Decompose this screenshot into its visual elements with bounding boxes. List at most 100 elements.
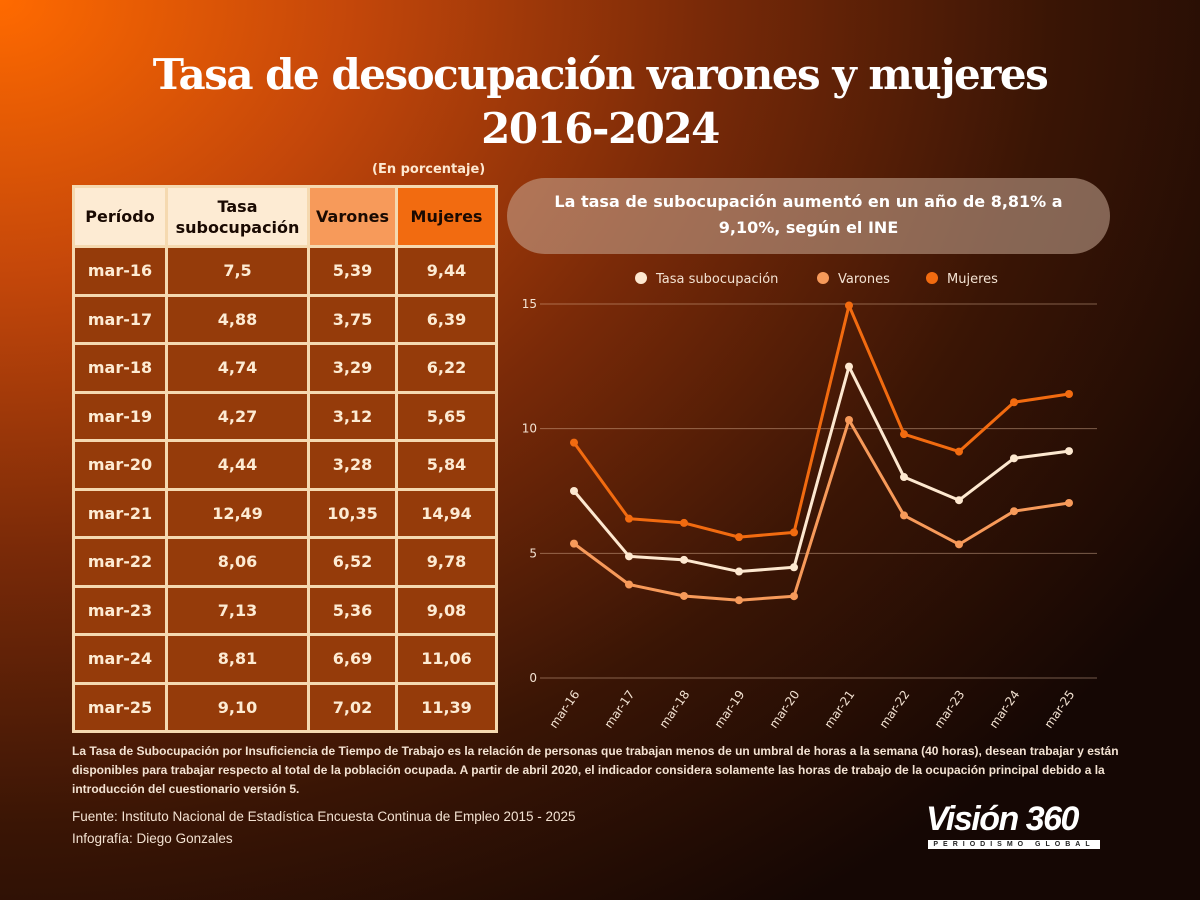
- series-line: [572, 303, 1070, 539]
- data-point: [735, 567, 743, 576]
- legend-label: Mujeres: [947, 272, 998, 287]
- data-point: [845, 415, 853, 424]
- data-point: [790, 563, 798, 572]
- x-tick-label: mar-18: [656, 688, 692, 731]
- table-cell: mar-23: [72, 584, 168, 636]
- vision360-logo: Visión 360: [926, 800, 1079, 838]
- credit-text: Infografía: Diego Gonzales: [72, 831, 233, 846]
- table-cell: mar-16: [72, 245, 168, 297]
- x-tick-label: mar-16: [546, 688, 582, 731]
- legend-marker: [635, 272, 647, 284]
- table-cell: 3,29: [307, 342, 398, 394]
- table-cell: 4,88: [165, 293, 310, 345]
- data-point: [625, 580, 633, 589]
- table-cell: 4,27: [165, 390, 310, 442]
- data-point: [790, 528, 798, 537]
- data-point: [900, 473, 908, 482]
- table-cell: mar-21: [72, 487, 168, 539]
- source-text: Fuente: Instituto Nacional de Estadístic…: [72, 809, 576, 824]
- table-cell: mar-19: [72, 390, 168, 442]
- data-point: [680, 555, 688, 564]
- table-row: mar-22 8,06 6,52 9,78: [72, 536, 498, 588]
- data-point: [625, 552, 633, 561]
- x-tick-label: mar-25: [1041, 688, 1077, 731]
- table-cell: 5,36: [307, 584, 398, 636]
- table-row: mar-20 4,44 3,28 5,84: [72, 439, 498, 491]
- table-cell: 14,94: [395, 487, 498, 539]
- logo-subtitle: PERIODISMO GLOBAL: [928, 840, 1100, 849]
- data-point: [955, 540, 963, 549]
- data-point: [680, 591, 688, 600]
- table-cell: mar-24: [72, 633, 168, 685]
- legend-marker: [926, 272, 938, 284]
- table-row: mar-16 7,5 5,39 9,44: [72, 245, 498, 297]
- table-row: mar-17 4,88 3,75 6,39: [72, 293, 498, 345]
- y-tick-label: 0: [529, 671, 537, 685]
- data-point: [735, 596, 743, 605]
- table-cell: mar-22: [72, 536, 168, 588]
- data-point: [1010, 507, 1018, 516]
- table-cell: 10,35: [307, 487, 398, 539]
- header-periodo: Período: [72, 185, 168, 248]
- data-point: [1065, 498, 1073, 507]
- y-tick-label: 5: [529, 546, 537, 560]
- callout-box: La tasa de subocupación aumentó en un añ…: [507, 178, 1110, 254]
- table-cell: 7,5: [165, 245, 310, 297]
- table-cell: 12,49: [165, 487, 310, 539]
- series-line: [572, 365, 1070, 574]
- table-cell: 9,78: [395, 536, 498, 588]
- legend-label: Tasa subocupación: [655, 272, 778, 287]
- table-cell: 6,69: [307, 633, 398, 685]
- table-cell: 6,22: [395, 342, 498, 394]
- table-cell: 6,39: [395, 293, 498, 345]
- table-row: mar-24 8,81 6,69 11,06: [72, 633, 498, 685]
- table-cell: 9,10: [165, 681, 310, 733]
- data-point: [570, 487, 578, 495]
- x-tick-label: mar-19: [711, 688, 747, 731]
- data-point: [900, 511, 908, 520]
- header-mujeres: Mujeres: [395, 185, 498, 248]
- table-cell: 5,39: [307, 245, 398, 297]
- x-tick-label: mar-24: [986, 688, 1022, 731]
- data-point: [955, 496, 963, 505]
- table-cell: 8,06: [165, 536, 310, 588]
- table-cell: 11,39: [395, 681, 498, 733]
- header-varones: Varones: [307, 185, 398, 248]
- table-cell: 6,52: [307, 536, 398, 588]
- data-point: [625, 514, 633, 523]
- table-cell: 4,44: [165, 439, 310, 491]
- data-point: [845, 362, 853, 371]
- table-row: mar-19 4,27 3,12 5,65: [72, 390, 498, 442]
- data-point: [845, 301, 853, 310]
- table-cell: 3,12: [307, 390, 398, 442]
- title-line-1: Tasa de desocupación varones y mujeres: [152, 50, 1049, 99]
- x-tick-label: mar-22: [876, 688, 912, 731]
- table-cell: 7,13: [165, 584, 310, 636]
- table-cell: 3,75: [307, 293, 398, 345]
- data-point: [735, 533, 743, 542]
- table-cell: mar-25: [72, 681, 168, 733]
- data-point: [680, 518, 688, 527]
- table-cell: 5,84: [395, 439, 498, 491]
- y-tick-label: 10: [522, 422, 537, 436]
- table-cell: mar-18: [72, 342, 168, 394]
- x-tick-label: mar-23: [931, 688, 967, 731]
- data-point: [955, 447, 963, 456]
- title-line-2: 2016-2024: [481, 104, 720, 153]
- data-point: [1010, 454, 1018, 463]
- table-cell: 7,02: [307, 681, 398, 733]
- table-cell: 9,08: [395, 584, 498, 636]
- table-cell: 3,28: [307, 439, 398, 491]
- data-point: [790, 592, 798, 601]
- table-row: mar-25 9,10 7,02 11,39: [72, 681, 498, 733]
- x-tick-label: mar-21: [821, 688, 857, 731]
- y-tick-label: 15: [522, 297, 537, 311]
- unit-note: (En porcentaje): [372, 162, 486, 177]
- series-line: [573, 418, 1070, 602]
- table-cell: 9,44: [395, 245, 498, 297]
- header-tasa: Tasa subocupación: [165, 185, 310, 248]
- definition-note: La Tasa de Subocupación por Insuficienci…: [72, 744, 1119, 796]
- table-row: mar-21 12,49 10,35 14,94: [72, 487, 498, 539]
- table-cell: 11,06: [395, 633, 498, 685]
